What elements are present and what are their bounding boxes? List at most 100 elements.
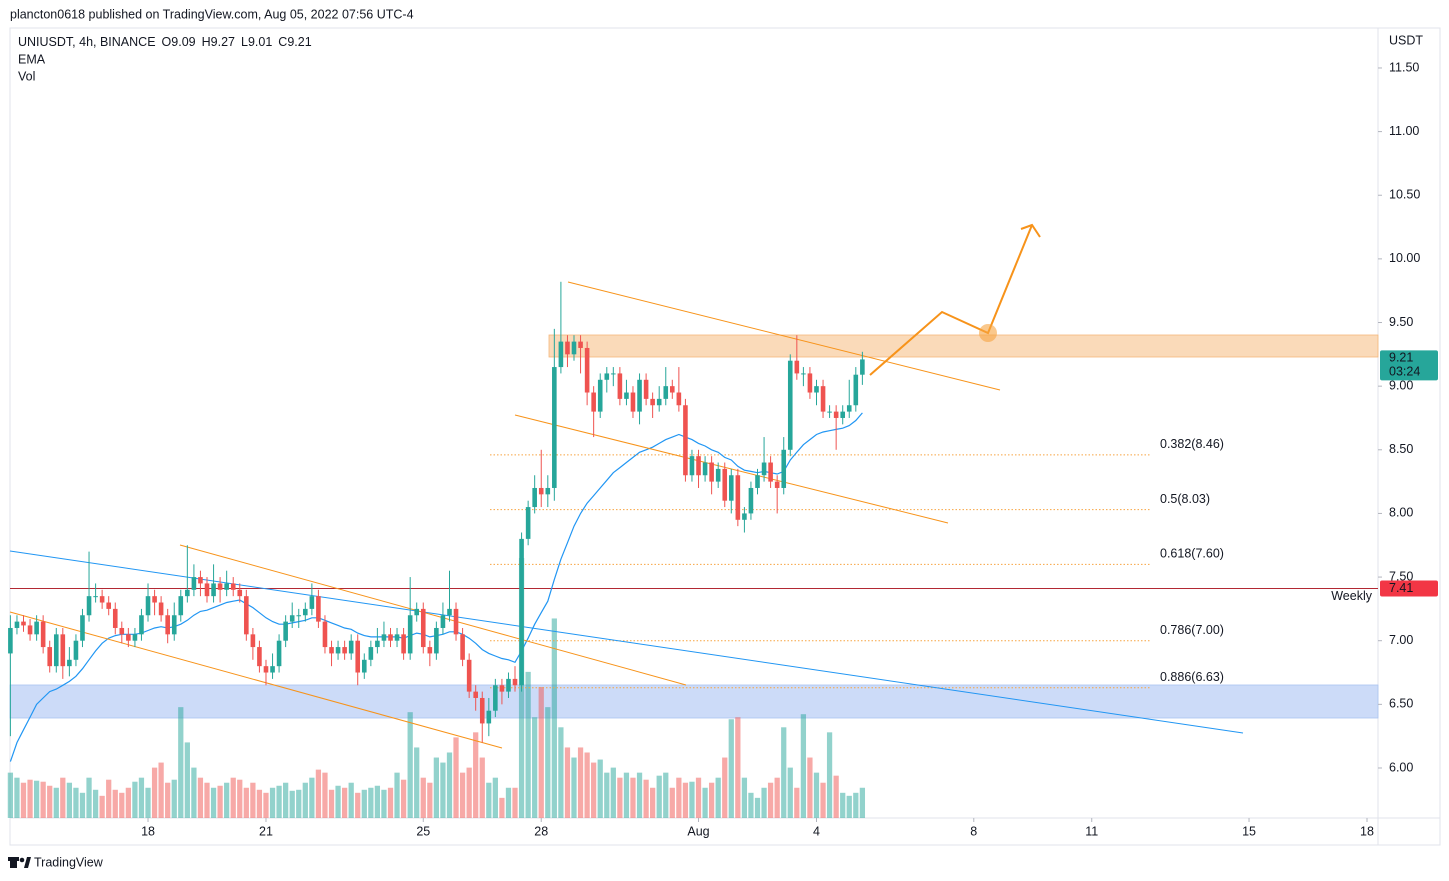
candle-body: [185, 589, 190, 597]
volume-bar: [171, 779, 177, 818]
candle-body: [552, 367, 557, 488]
volume-bar: [754, 797, 761, 818]
candle-body: [545, 487, 551, 495]
volume-bar: [630, 777, 636, 818]
volume-bar: [387, 787, 394, 818]
candle-body: [250, 634, 256, 648]
ohlc-label: H: [202, 35, 211, 49]
candle-body: [604, 373, 610, 380]
candle-body: [342, 647, 347, 654]
candle-body: [73, 640, 79, 660]
candle-body: [617, 373, 623, 399]
candle-body: [152, 596, 157, 603]
volume-bar: [453, 737, 459, 818]
channel-line: [9, 611, 503, 749]
candle-body: [204, 583, 210, 597]
candle-body: [211, 583, 216, 597]
candle-body: [270, 666, 275, 673]
x-tick-label: 4: [813, 824, 820, 838]
volume-bar: [361, 789, 367, 818]
volume-bar: [276, 785, 282, 818]
candle-body: [591, 392, 596, 412]
volume-bar: [302, 782, 308, 818]
channel-line: [179, 544, 687, 686]
candle-body: [827, 411, 832, 413]
candle-body: [571, 341, 577, 355]
candle-body: [8, 627, 13, 654]
volume-bar: [414, 747, 420, 818]
candle-body: [368, 647, 374, 660]
candle-body: [414, 608, 420, 616]
volume-bar: [682, 782, 689, 818]
candle-body: [486, 710, 492, 724]
volume-bar: [420, 777, 426, 818]
candle-body: [702, 462, 708, 476]
tv-logo: [8, 857, 31, 868]
volume-bar: [663, 772, 669, 818]
volume-bar: [604, 772, 610, 818]
volume-bar: [656, 775, 662, 818]
candle-body: [34, 621, 39, 635]
channel-line: [567, 281, 1001, 391]
volume-bar: [296, 789, 302, 818]
volume-bar: [584, 752, 590, 818]
candle-body: [112, 608, 118, 628]
ohlc-label: C: [278, 35, 287, 49]
volume-bar: [33, 780, 40, 818]
candle-body: [853, 374, 859, 406]
volume-bar: [342, 787, 348, 818]
volume-bar: [505, 787, 512, 818]
volume-bar: [309, 777, 315, 818]
candle-body: [755, 475, 760, 488]
volume-bar: [669, 787, 675, 818]
candle-body: [728, 475, 734, 501]
volume-bar: [689, 781, 695, 818]
candle-body: [479, 697, 485, 724]
candle-body: [538, 487, 544, 495]
candle-body: [774, 481, 780, 488]
volume-bar: [650, 787, 656, 818]
candle-body: [440, 615, 446, 628]
volume-bar: [263, 792, 269, 818]
candle-body: [407, 615, 413, 654]
volume-bar: [99, 795, 105, 818]
volume-bar: [479, 757, 485, 818]
candle-body: [584, 347, 590, 393]
candle-body: [860, 359, 865, 375]
volume-bar: [774, 777, 780, 818]
volume-bar: [125, 787, 131, 818]
x-tick-label: 25: [416, 824, 430, 838]
volume-bar: [846, 795, 852, 818]
candle-body: [99, 596, 105, 603]
candle-body: [427, 647, 433, 654]
volume-bar: [374, 785, 381, 818]
candle-body: [53, 634, 59, 667]
volume-bar: [833, 775, 839, 818]
volume-bar: [591, 762, 597, 818]
target-marker: [979, 324, 997, 342]
volume-bar: [269, 787, 276, 818]
candle-body: [381, 634, 387, 641]
candle-body: [735, 475, 741, 520]
candle-body: [761, 462, 767, 476]
volume-bar: [617, 777, 623, 818]
volume-bar: [14, 777, 20, 818]
candle-body: [833, 411, 839, 418]
volume-bar: [597, 759, 603, 818]
candle-body: [309, 596, 315, 609]
volume-bar: [145, 787, 151, 818]
candle-body: [499, 685, 505, 692]
candle-body: [388, 634, 393, 641]
volume-bar: [853, 792, 859, 818]
candle-body: [742, 513, 747, 520]
volume-bar: [781, 727, 787, 818]
candle-body: [119, 627, 125, 635]
candle-body: [244, 596, 249, 635]
support-zone: [9, 684, 1379, 719]
x-tick-label: 18: [141, 824, 155, 838]
candle-body: [145, 596, 151, 616]
candle-body: [630, 392, 636, 412]
candle-body: [637, 379, 642, 412]
